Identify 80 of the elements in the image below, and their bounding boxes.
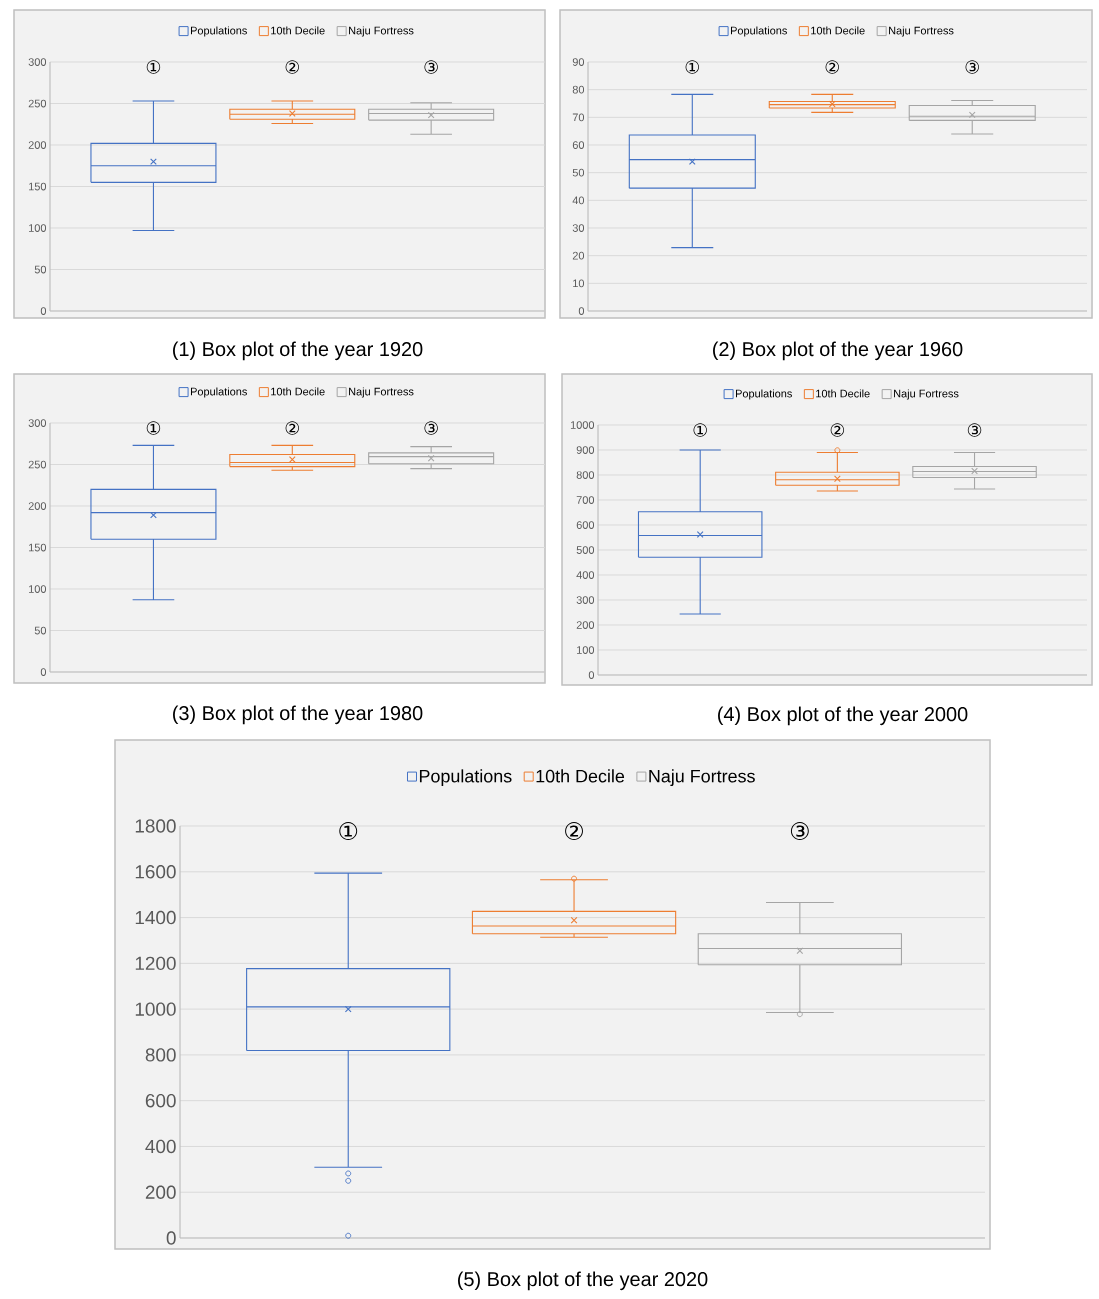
x-tick-label: ③ <box>965 60 979 74</box>
legend-label: 10th Decile <box>816 389 870 398</box>
x-tick-label: ③ <box>424 60 438 74</box>
x-tick-label: ③ <box>967 423 982 437</box>
y-tick-label: 0 <box>588 671 595 679</box>
y-tick-label: 50 <box>34 626 47 635</box>
x-tick-label: ② <box>565 822 583 840</box>
legend-label: Populations <box>190 26 247 37</box>
y-tick-label: 1400 <box>135 910 176 925</box>
y-tick-label: 150 <box>29 543 47 552</box>
y-tick-label: 60 <box>572 141 585 149</box>
y-tick-label: 100 <box>29 585 47 593</box>
y-tick-label: 40 <box>572 196 585 205</box>
y-tick-label: 50 <box>34 265 47 274</box>
y-tick-label: 20 <box>572 251 585 260</box>
legend-label: Populations <box>419 769 512 787</box>
legend-label: Populations <box>736 389 792 400</box>
text: (1) Box plot of the year 1920 <box>173 341 423 361</box>
legend-label: 10th Decile <box>271 387 325 396</box>
y-tick-label: 600 <box>576 521 595 529</box>
legend-label: Populations <box>190 387 247 398</box>
y-tick-label: 250 <box>28 99 47 108</box>
y-tick-label: 200 <box>28 502 47 510</box>
y-tick-label: 10 <box>573 279 585 288</box>
y-tick-label: 400 <box>576 571 595 579</box>
y-tick-label: 0 <box>40 668 47 676</box>
text: (4) Box plot of the year 2000 <box>718 706 968 726</box>
text: (3) Box plot of the year 1980 <box>173 705 423 725</box>
y-tick-label: 800 <box>576 471 595 479</box>
y-tick-label: 1000 <box>570 421 595 429</box>
y-tick-label: 90 <box>572 58 585 66</box>
x-tick-label: ③ <box>790 822 809 840</box>
legend-label: Naju Fortress <box>894 389 959 400</box>
x-tick-label: ① <box>693 423 707 437</box>
y-tick-label: 100 <box>577 646 595 654</box>
y-tick-label: 1600 <box>135 865 176 879</box>
x-tick-label: ② <box>830 423 845 437</box>
x-tick-label: ① <box>146 60 161 74</box>
y-tick-label: 0 <box>578 307 585 315</box>
y-tick-label: 250 <box>28 460 47 469</box>
y-tick-label: 50 <box>572 168 585 177</box>
x-tick-label: ① <box>146 421 161 435</box>
x-tick-label: ② <box>285 421 300 435</box>
y-tick-label: 1000 <box>135 1002 176 1016</box>
y-tick-label: 30 <box>572 224 585 232</box>
y-tick-label: 200 <box>145 1185 176 1199</box>
y-tick-label: 1200 <box>135 956 176 971</box>
y-tick-label: 200 <box>576 621 595 629</box>
y-tick-label: 0 <box>166 1231 176 1245</box>
y-tick-label: 400 <box>145 1139 176 1154</box>
y-tick-label: 300 <box>576 596 595 604</box>
y-tick-label: 700 <box>576 496 595 504</box>
x-tick-label: ③ <box>424 421 438 435</box>
legend-label: Naju Fortress <box>349 26 414 37</box>
y-tick-label: 300 <box>28 58 47 66</box>
y-tick-label: 800 <box>145 1048 176 1062</box>
x-tick-label: ② <box>825 60 839 74</box>
y-tick-label: 100 <box>29 224 47 232</box>
y-tick-label: 600 <box>145 1093 176 1108</box>
y-tick-label: 300 <box>28 419 47 427</box>
legend-label: 10th Decile <box>811 26 865 35</box>
legend-label: Naju Fortress <box>889 26 954 37</box>
y-tick-label: 70 <box>572 113 585 122</box>
legend-label: 10th Decile <box>536 769 625 783</box>
text: (5) Box plot of the year 2020 <box>458 1271 708 1291</box>
x-tick-label: ② <box>285 60 300 74</box>
y-tick-label: 0 <box>40 307 47 315</box>
y-tick-label: 80 <box>572 85 585 94</box>
y-tick-label: 900 <box>576 446 595 454</box>
y-tick-label: 1800 <box>135 819 176 833</box>
x-tick-label: ① <box>685 60 699 74</box>
text: (2) Box plot of the year 1960 <box>713 341 963 361</box>
y-tick-label: 500 <box>576 546 595 554</box>
legend-label: 10th Decile <box>271 26 325 35</box>
legend-label: Naju Fortress <box>649 769 755 787</box>
y-tick-label: 150 <box>29 182 47 191</box>
x-tick-label: ① <box>339 822 358 840</box>
legend-label: Naju Fortress <box>349 387 414 398</box>
legend-label: Populations <box>731 26 787 37</box>
y-tick-label: 200 <box>28 141 47 149</box>
